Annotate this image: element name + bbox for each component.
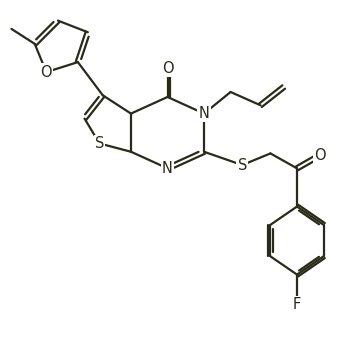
Text: O: O xyxy=(162,61,173,76)
Text: S: S xyxy=(238,158,247,173)
Text: F: F xyxy=(293,297,301,312)
Text: S: S xyxy=(95,136,104,151)
Text: O: O xyxy=(40,65,52,79)
Text: N: N xyxy=(162,161,173,176)
Text: N: N xyxy=(199,106,209,121)
Text: O: O xyxy=(314,148,326,163)
